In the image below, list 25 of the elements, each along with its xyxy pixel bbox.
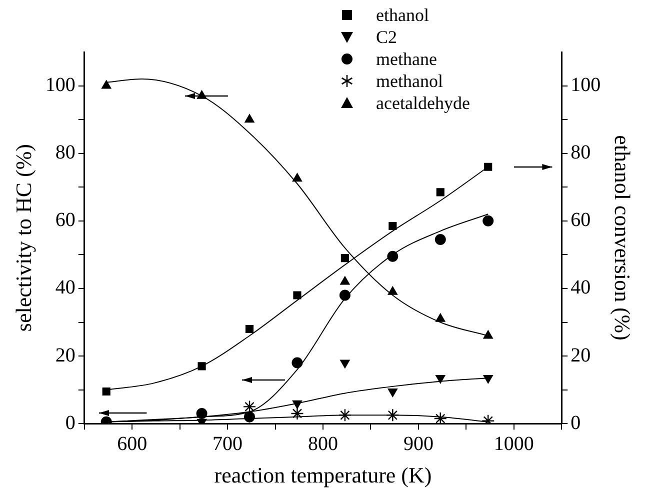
- x-tick-label: 800: [308, 432, 338, 455]
- y2-tick-label: 80: [570, 142, 591, 164]
- y-tick-label: 60: [55, 209, 76, 232]
- y2-tick-label: 40: [570, 276, 591, 299]
- y2-tick-label: 60: [570, 209, 591, 232]
- legend-label: acetaldehyde: [376, 92, 470, 114]
- x-axis-title: reaction temperature (K): [214, 462, 432, 488]
- y-tick-label: 0: [65, 412, 76, 434]
- legend-label: methane: [376, 48, 437, 70]
- y-tick-label: 80: [55, 142, 76, 164]
- x-tick-label: 900: [403, 432, 434, 455]
- x-tick-label: 700: [212, 432, 243, 455]
- legend-label: methanol: [376, 70, 443, 92]
- x-tick-label: 600: [117, 432, 148, 455]
- legend-label: ethanol: [376, 4, 429, 26]
- y2-tick-label: 100: [570, 74, 601, 96]
- y-tick-label: 20: [55, 344, 76, 366]
- y-axis-title: selectivity to HC (%): [10, 144, 36, 332]
- y2-axis-title: ethanol conversion (%): [610, 135, 636, 340]
- y2-tick-label: 0: [570, 412, 581, 434]
- x-tick-label: 1000: [494, 432, 534, 455]
- y2-tick-label: 20: [570, 344, 591, 366]
- y-tick-label: 40: [55, 276, 76, 299]
- legend-label: C2: [376, 26, 398, 48]
- y-tick-label: 100: [45, 74, 76, 96]
